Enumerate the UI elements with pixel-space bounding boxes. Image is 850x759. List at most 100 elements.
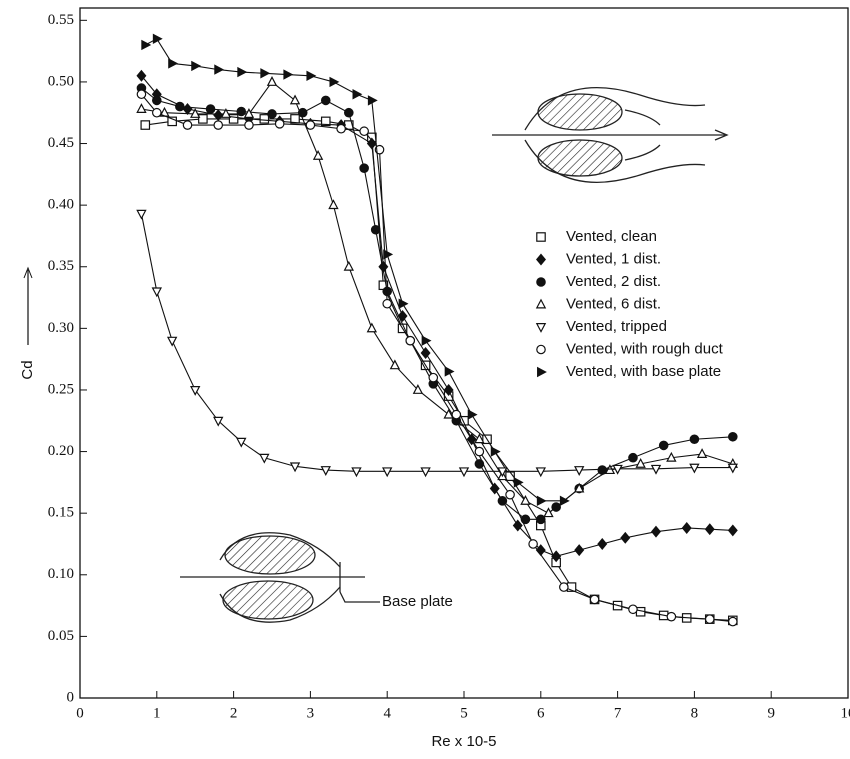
- marker: [343, 107, 354, 118]
- marker: [651, 525, 661, 538]
- marker: [237, 66, 248, 78]
- marker: [359, 163, 369, 173]
- marker: [366, 137, 377, 150]
- series-line: [141, 87, 733, 520]
- marker: [559, 495, 570, 507]
- annotation: Base plate: [382, 593, 453, 610]
- marker: [513, 477, 524, 488]
- marker: [289, 462, 301, 473]
- marker: [198, 114, 208, 124]
- marker: [628, 452, 638, 463]
- marker: [152, 33, 163, 44]
- y-tick-label: 0.40: [48, 197, 74, 213]
- marker: [274, 119, 285, 129]
- marker: [141, 39, 152, 51]
- marker: [136, 89, 147, 100]
- marker: [536, 277, 546, 287]
- marker: [190, 386, 201, 396]
- x-tick-label: 2: [230, 705, 238, 721]
- marker: [666, 611, 677, 622]
- y-tick-label: 0.30: [48, 320, 74, 336]
- marker: [312, 149, 324, 160]
- y-tick-label: 0.55: [48, 12, 74, 28]
- y-tick-label: 0.35: [48, 258, 74, 274]
- marker: [140, 120, 151, 130]
- legend-label: Vented, with rough duct: [566, 340, 724, 357]
- marker: [359, 126, 369, 137]
- y-tick-label: 0.50: [48, 73, 74, 89]
- marker: [420, 467, 431, 478]
- legend-entry: Vented, 2 dist.: [536, 273, 661, 290]
- marker: [727, 431, 738, 442]
- marker: [329, 76, 340, 88]
- marker: [243, 108, 255, 118]
- marker: [182, 103, 193, 116]
- marker: [704, 523, 715, 536]
- body-diagram: [180, 532, 380, 623]
- marker: [168, 58, 179, 69]
- body-diagram: [492, 87, 729, 183]
- marker: [205, 104, 216, 114]
- marker: [727, 616, 738, 627]
- marker: [305, 120, 316, 130]
- marker: [182, 120, 193, 130]
- legend-entry: Vented, 1 dist.: [536, 250, 661, 267]
- marker: [136, 103, 147, 113]
- marker: [650, 464, 662, 475]
- x-tick-label: 7: [614, 705, 622, 721]
- marker: [597, 538, 608, 550]
- marker: [382, 467, 393, 478]
- legend-entry: Vented, 6 dist.: [535, 295, 661, 312]
- marker: [236, 437, 247, 448]
- series: [136, 89, 738, 627]
- legend-label: Vented, tripped: [566, 318, 667, 335]
- legend-label: Vented, 1 dist.: [566, 250, 661, 267]
- marker: [681, 521, 692, 534]
- x-tick-label: 10: [841, 705, 850, 721]
- marker: [689, 434, 700, 445]
- y-tick-label: 0.20: [48, 443, 74, 459]
- marker: [458, 467, 470, 478]
- marker: [443, 408, 454, 419]
- series-line: [140, 213, 733, 472]
- marker: [620, 531, 631, 544]
- marker: [574, 544, 585, 557]
- marker: [551, 550, 562, 563]
- marker: [727, 463, 738, 474]
- marker: [136, 69, 147, 82]
- marker: [405, 335, 416, 346]
- x-tick-label: 4: [383, 705, 391, 721]
- marker: [420, 347, 431, 359]
- marker: [537, 366, 547, 378]
- marker: [497, 496, 508, 506]
- marker: [589, 594, 600, 605]
- marker: [559, 582, 569, 592]
- marker: [535, 298, 547, 309]
- marker: [536, 344, 546, 355]
- marker: [383, 249, 394, 260]
- legend-label: Vented, 2 dist.: [566, 273, 661, 290]
- marker: [370, 224, 381, 235]
- marker: [574, 482, 585, 493]
- marker: [259, 114, 270, 124]
- x-tick-label: 6: [537, 705, 545, 721]
- marker: [505, 489, 515, 500]
- marker: [228, 114, 239, 124]
- marker: [166, 336, 178, 347]
- marker: [451, 409, 462, 420]
- marker: [666, 451, 677, 462]
- marker: [536, 232, 546, 242]
- marker: [266, 76, 278, 86]
- marker: [213, 120, 224, 130]
- marker: [220, 108, 232, 118]
- marker: [520, 494, 531, 505]
- legend-label: Vented, 6 dist.: [566, 295, 661, 312]
- marker: [612, 464, 623, 475]
- marker: [382, 298, 392, 309]
- y-axis-label: Cd: [19, 360, 36, 379]
- legend-entry: Vented, tripped: [535, 318, 667, 335]
- ylabel-arrow: [23, 266, 33, 279]
- x-tick-label: 8: [691, 705, 699, 721]
- legend-label: Vented, clean: [566, 228, 657, 245]
- marker: [727, 524, 738, 537]
